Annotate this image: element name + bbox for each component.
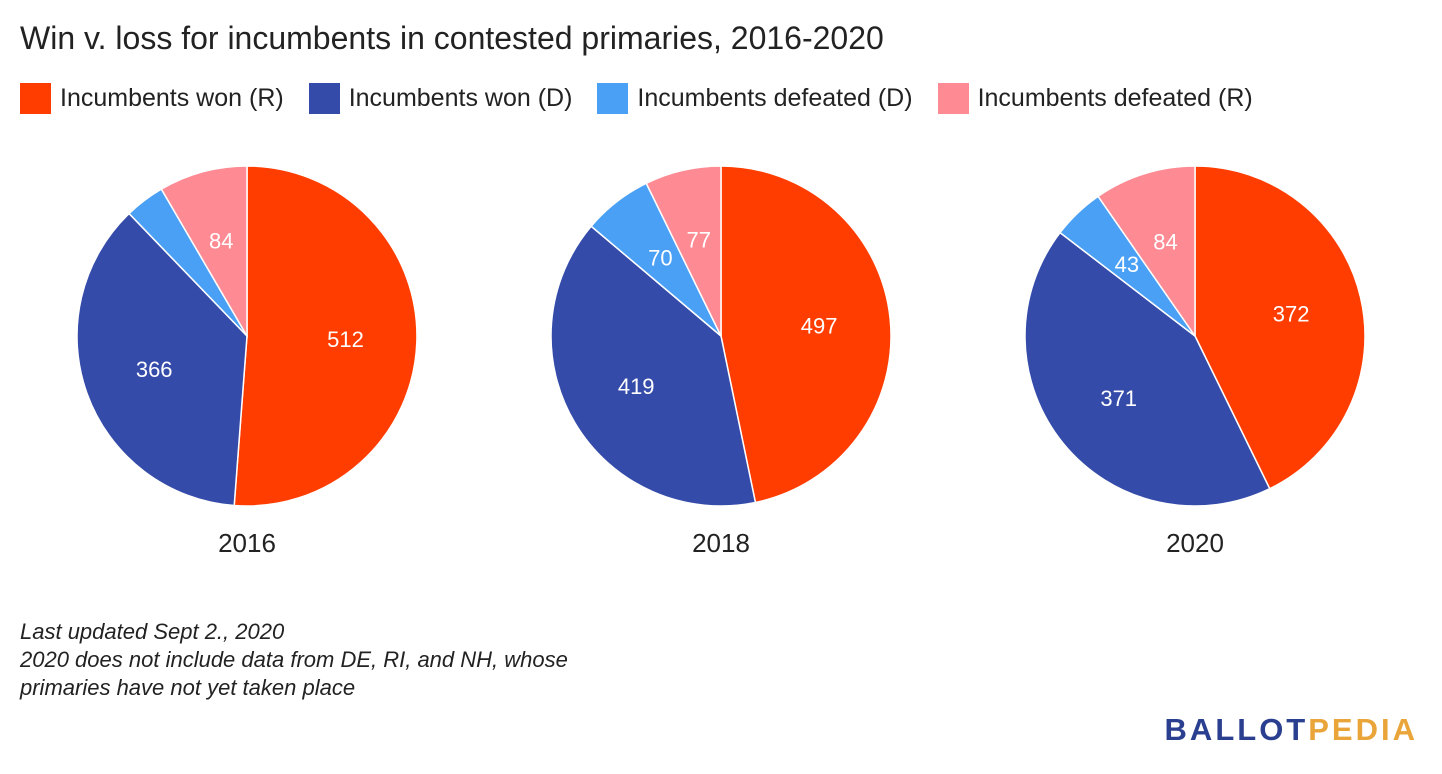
ballotpedia-logo: BALLOTPEDIA xyxy=(1165,712,1418,748)
footnotes: Last updated Sept 2., 2020 2020 does not… xyxy=(20,618,568,702)
slice-value-label: 512 xyxy=(327,327,364,352)
slice-value-label: 77 xyxy=(687,227,711,252)
slice-value-label: 372 xyxy=(1273,301,1310,326)
pie-slice-incumbents-won-r xyxy=(1194,165,1366,490)
chart-title: Win v. loss for incumbents in contested … xyxy=(20,20,884,56)
pie-year-label: 2018 xyxy=(692,528,750,558)
logo-part-ballot: BALLOT xyxy=(1164,712,1309,747)
pie-slice-incumbents-won-d xyxy=(76,212,248,507)
slice-value-label: 497 xyxy=(801,314,838,339)
slice-value-label: 366 xyxy=(136,357,173,382)
legend-item-incumbents-won-d: Incumbents won (D) xyxy=(308,82,573,114)
slice-value-label: 419 xyxy=(618,374,655,399)
note-last-updated: Last updated Sept 2., 2020 xyxy=(20,619,285,644)
pie-2018: 497 419 70 77 2018 xyxy=(550,165,892,558)
note-2020-exclusion-cont: primaries have not yet taken place xyxy=(20,675,356,700)
note-2020-exclusion: 2020 does not include data from DE, RI, … xyxy=(20,647,568,672)
legend-swatch xyxy=(308,82,340,114)
legend-swatch xyxy=(937,82,969,114)
pie-slice-incumbents-defeated-r xyxy=(1097,165,1196,339)
legend-label: Incumbents defeated (R) xyxy=(977,83,1253,112)
pie-slice-incumbents-won-d xyxy=(1024,231,1271,507)
pie-year-label: 2016 xyxy=(218,528,276,558)
pie-year-label: 2020 xyxy=(1166,528,1224,558)
slice-value-label: 43 xyxy=(1115,252,1139,277)
slice-value-label: 84 xyxy=(209,228,233,253)
legend-item-incumbents-defeated-d: Incumbents defeated (D) xyxy=(597,82,913,114)
pie-slice-incumbents-won-r xyxy=(720,165,892,504)
legend-swatch xyxy=(20,82,51,114)
slice-value-label: 70 xyxy=(648,246,672,271)
legend-item-incumbents-won-r: Incumbents won (R) xyxy=(20,82,284,114)
legend-item-incumbents-defeated-r: Incumbents defeated (R) xyxy=(937,82,1253,114)
legend: Incumbents won (R) Incumbents won (D) In… xyxy=(20,80,1278,116)
pie-2016: 512 366 84 2016 xyxy=(76,165,418,558)
pie-slice-incumbents-defeated-r xyxy=(160,165,248,339)
slice-value-label: 371 xyxy=(1100,386,1137,411)
pie-2020: 372 371 43 84 2020 xyxy=(1024,165,1366,558)
pie-charts: 512 366 84 2016 497 419 70 77 2018 372 371 43 84 2020 xyxy=(76,165,1366,558)
pie-slice-incumbents-defeated-r xyxy=(645,165,722,337)
pie-slice-incumbents-won-d xyxy=(550,225,757,507)
logo-part-pedia: PEDIA xyxy=(1308,712,1418,747)
slice-value-label: 84 xyxy=(1153,229,1177,254)
legend-label: Incumbents defeated (D) xyxy=(637,83,913,112)
legend-swatch xyxy=(597,82,629,114)
pie-slice-incumbents-won-r xyxy=(233,165,418,507)
legend-label: Incumbents won (R) xyxy=(60,83,284,112)
legend-label: Incumbents won (D) xyxy=(348,83,573,112)
